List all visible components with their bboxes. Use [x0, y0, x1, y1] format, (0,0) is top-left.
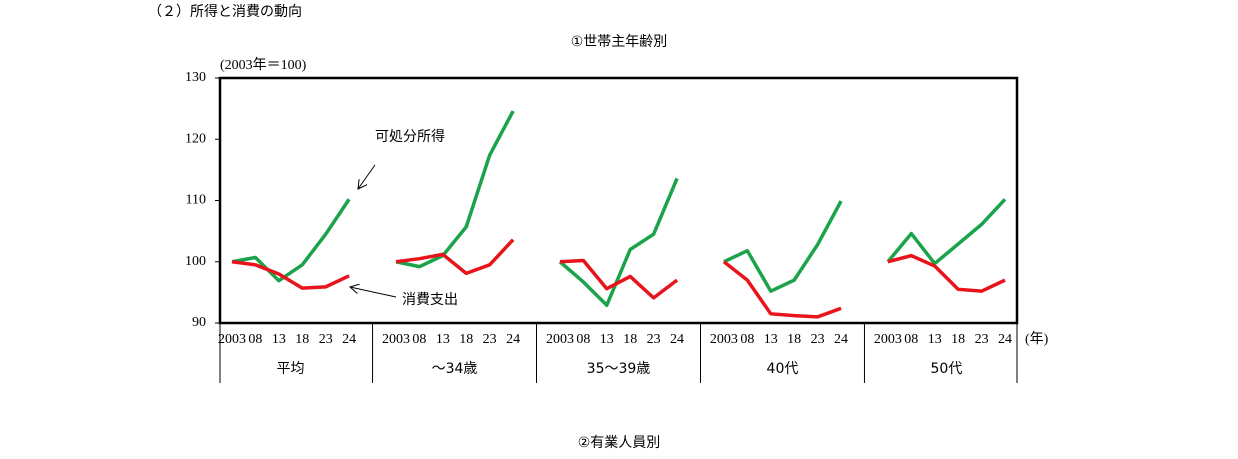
- y-tick-label: 110: [186, 193, 206, 208]
- group-label: 平均: [277, 361, 305, 377]
- data-line: [231, 110, 1007, 307]
- y-axis-label: (2003年＝100): [220, 57, 307, 73]
- x-tick-label: 2003: [218, 332, 246, 347]
- x-tick-label: 13: [928, 332, 942, 347]
- x-tick-label: 08: [904, 332, 918, 347]
- group-label: 50代: [931, 361, 963, 377]
- x-tick-label: 2003: [874, 332, 902, 347]
- x-tick-label: 13: [764, 332, 778, 347]
- x-tick-label: 24: [834, 332, 848, 347]
- x-tick-label: 23: [811, 332, 825, 347]
- footer: ②有業人員別: [578, 435, 661, 451]
- x-tick-label: 18: [787, 332, 801, 347]
- x-tick-label: 13: [436, 332, 450, 347]
- y-tick-label: 90: [192, 315, 206, 330]
- x-tick-label: 18: [623, 332, 637, 347]
- header: （２）所得と消費の動向: [148, 3, 302, 20]
- group-label: 35～39歳: [587, 361, 651, 377]
- x-tick-label: 24: [342, 332, 356, 347]
- x-tick-label: 23: [975, 332, 989, 347]
- x-tick-label: 13: [600, 332, 614, 347]
- annotation-arrow: [358, 164, 376, 189]
- x-tick-label: 24: [998, 332, 1012, 347]
- y-tick-label: 130: [185, 70, 206, 85]
- x-tick-label: 23: [319, 332, 333, 347]
- x-tick-label: 2003: [546, 332, 574, 347]
- y-tick-label: 120: [185, 131, 206, 146]
- annotation-arrow: [350, 287, 397, 298]
- chart-title: ①世帯主年齢別: [571, 34, 668, 50]
- x-tick-label: 2003: [710, 332, 738, 347]
- x-axis-label: (年): [1025, 331, 1049, 347]
- y-tick-label: 100: [185, 254, 206, 269]
- x-tick-label: 23: [483, 332, 497, 347]
- group-label: ～34歳: [432, 361, 478, 377]
- x-tick-label: 24: [670, 332, 684, 347]
- x-tick-label: 08: [412, 332, 426, 347]
- x-tick-label: 18: [295, 332, 309, 347]
- x-tick-label: 23: [647, 332, 661, 347]
- x-tick-label: 08: [248, 332, 262, 347]
- plot-frame: [218, 76, 1019, 325]
- x-tick-label: 24: [506, 332, 520, 347]
- x-tick-label: 18: [951, 332, 965, 347]
- data-line: [231, 238, 1006, 319]
- annotation: 消費支出: [402, 292, 458, 308]
- x-tick-label: 13: [272, 332, 286, 347]
- x-tick-label: 18: [459, 332, 473, 347]
- annotation: 可処分所得: [375, 128, 445, 145]
- group-label: 40代: [767, 361, 799, 377]
- x-tick-label: 08: [740, 332, 754, 347]
- x-tick-label: 08: [576, 332, 590, 347]
- x-tick-label: 2003: [382, 332, 410, 347]
